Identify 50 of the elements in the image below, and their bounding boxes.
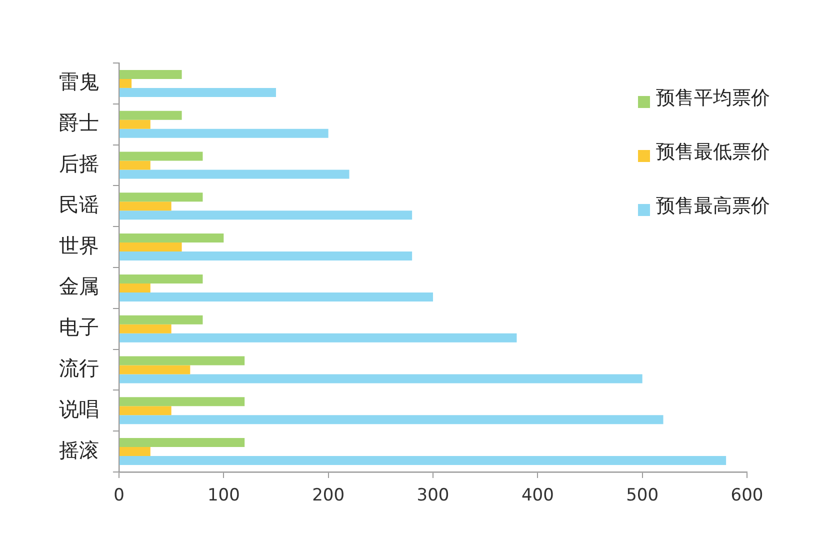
x-tick-label: 600 [730,486,764,506]
bar [120,70,182,79]
bar [120,120,150,129]
bar [120,170,350,179]
y-tick-label: 民谣 [59,192,99,216]
bar [120,292,433,302]
bar [120,160,150,170]
bar [120,415,664,424]
x-tick-label: 0 [114,486,124,506]
bar [120,234,224,243]
y-tick-label: 电子 [59,315,99,340]
bar [120,210,412,220]
bar [120,152,203,161]
y-tick-label: 金属 [59,274,99,298]
bar [120,252,412,261]
bar [120,456,726,466]
y-tick-label: 世界 [59,233,99,258]
legend-label: 预售平均票价 [656,86,770,109]
bar [120,374,642,384]
bar [120,192,203,202]
x-tick-label: 400 [521,486,554,506]
x-tick-label: 300 [416,486,450,506]
legend-label: 预售最低票价 [656,140,770,163]
bar [120,438,245,448]
bar [120,356,245,366]
y-tick-label: 摇滚 [59,438,99,462]
bar [120,110,182,120]
y-tick-label: 后摇 [59,151,99,176]
bar [120,88,276,97]
y-tick-label: 说唱 [59,396,99,421]
legend-label: 预售最高票价 [656,194,770,217]
bar [120,324,172,334]
bar [120,242,182,252]
x-tick-label: 500 [626,486,659,506]
y-tick-label: 流行 [59,356,99,380]
bar [120,283,150,292]
bar [120,365,190,374]
bar [120,274,203,284]
bar [120,78,132,88]
bar [120,406,172,416]
bar [120,128,328,138]
x-tick-label: 200 [312,486,345,506]
y-tick-label: 雷鬼 [59,70,99,94]
y-tick-label: 爵士 [59,110,99,135]
x-tick-label: 100 [207,486,240,506]
bar [120,397,245,406]
bar [120,447,150,456]
bar [120,202,172,211]
bar [120,333,517,342]
bar [120,315,203,324]
